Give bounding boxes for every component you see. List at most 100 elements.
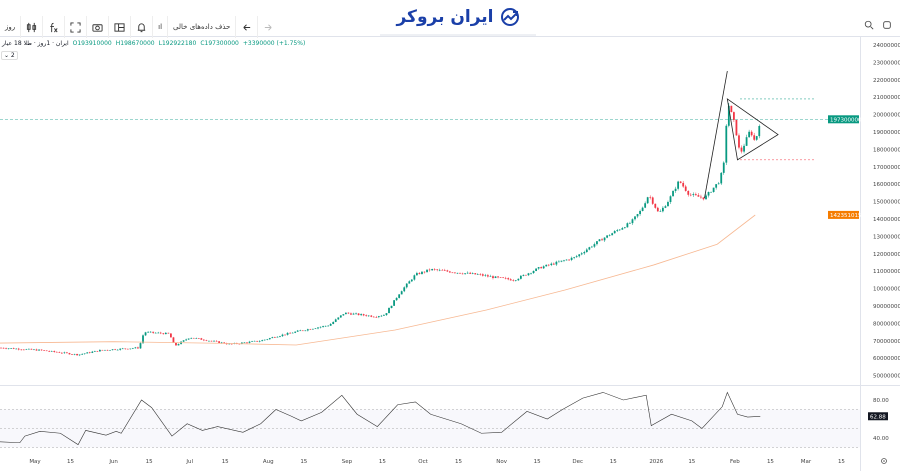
candle-body [487, 275, 489, 277]
candle-body [38, 349, 40, 351]
candle-body [131, 348, 134, 349]
bell-icon [137, 22, 146, 32]
redo-button[interactable] [258, 16, 279, 38]
candle-body [621, 228, 624, 230]
candle-body [385, 313, 388, 316]
candle-body [585, 249, 588, 253]
candle-body [367, 315, 370, 317]
candle-body [725, 125, 728, 163]
time-tick-label: 15 [610, 459, 617, 465]
candle-body [306, 329, 309, 331]
candle-body [431, 269, 434, 271]
indicator-button[interactable]: ıl [153, 16, 169, 38]
candle-body [588, 247, 591, 250]
candle-body [504, 277, 507, 279]
candle-body [225, 343, 228, 345]
candle-body [314, 328, 317, 330]
candle-body [705, 195, 707, 200]
candle-body [727, 105, 730, 126]
chart-type-button[interactable] [21, 16, 44, 38]
candle-body [279, 336, 281, 337]
price-tick-label: 50000000 [873, 374, 900, 380]
fullscreen-button[interactable] [65, 16, 88, 38]
last-price-label: 197300000 [830, 117, 862, 123]
price-tick-label: 120000000 [873, 252, 900, 258]
candle-body [413, 275, 416, 280]
collapse-legend-button[interactable]: ⌄ 2 [1, 51, 18, 60]
candle-body [618, 229, 621, 231]
candle-body [398, 294, 401, 298]
candle-body [30, 348, 33, 350]
candle-body [580, 253, 583, 255]
candle-body [119, 348, 122, 350]
candle-body [421, 271, 423, 275]
candle-body [273, 337, 276, 338]
candle-body [197, 338, 200, 339]
undo-button[interactable] [236, 16, 259, 38]
candle-body [672, 191, 674, 197]
candle-body [68, 353, 71, 355]
candle-body [377, 316, 380, 318]
camera-icon [92, 23, 103, 32]
candle-body [552, 263, 555, 265]
candle-body [674, 188, 677, 192]
screenshot-button[interactable] [87, 16, 110, 38]
price-tick-label: 210000000 [873, 95, 900, 101]
candle-body [499, 277, 502, 278]
candle-body [106, 349, 109, 351]
indicators-button[interactable] [43, 16, 66, 38]
candle-body [494, 276, 497, 279]
candle-body [104, 349, 106, 351]
price-tick-label: 130000000 [873, 234, 900, 240]
candle-body [497, 276, 499, 278]
candle-body [73, 353, 76, 355]
candle-body [537, 267, 540, 269]
candle-body [312, 328, 314, 330]
candle-body [755, 136, 758, 140]
candle-body [129, 348, 132, 350]
candle-body [88, 352, 91, 353]
candle-body [446, 270, 449, 272]
candle-body [137, 347, 139, 349]
alert-button[interactable] [131, 16, 154, 38]
last-price-badge [828, 115, 859, 124]
candle-body [410, 279, 413, 282]
remove-empty-button[interactable]: حذف داده‌های خالی [168, 16, 237, 38]
candle-body [12, 348, 15, 349]
candle-body [111, 349, 114, 351]
layout-button[interactable] [109, 16, 132, 38]
candle-body [471, 273, 474, 274]
candle-body [639, 210, 641, 215]
candle-body [613, 231, 616, 234]
candle-body [456, 272, 459, 274]
gear-ring [881, 458, 887, 464]
price-tick-label: 200000000 [873, 113, 900, 119]
candle-body [258, 341, 261, 342]
candle-body [740, 147, 743, 152]
candle-body [91, 351, 94, 353]
candle-body [99, 349, 101, 352]
candle-body [22, 349, 25, 351]
time-tick-label: Mar [801, 459, 812, 465]
settings-icon[interactable] [882, 20, 892, 30]
candle-body [596, 241, 598, 245]
candle-body [710, 191, 712, 193]
candle-body [109, 350, 111, 351]
candle-body [154, 332, 157, 334]
zoom-icon[interactable] [864, 20, 874, 30]
candle-body [687, 190, 690, 195]
candle-body [317, 327, 319, 329]
candle-body [682, 182, 685, 187]
candle-body [408, 281, 411, 284]
price-tick-label: 140000000 [873, 217, 900, 223]
candle-body [116, 349, 119, 351]
candle-body [738, 135, 740, 148]
candle-body [86, 352, 89, 354]
candle-body [459, 272, 461, 274]
candle-body [443, 270, 446, 271]
candle-body [733, 112, 735, 120]
interval-button[interactable]: روز [0, 16, 22, 38]
candle-body [220, 342, 223, 344]
candle-body [570, 257, 573, 260]
